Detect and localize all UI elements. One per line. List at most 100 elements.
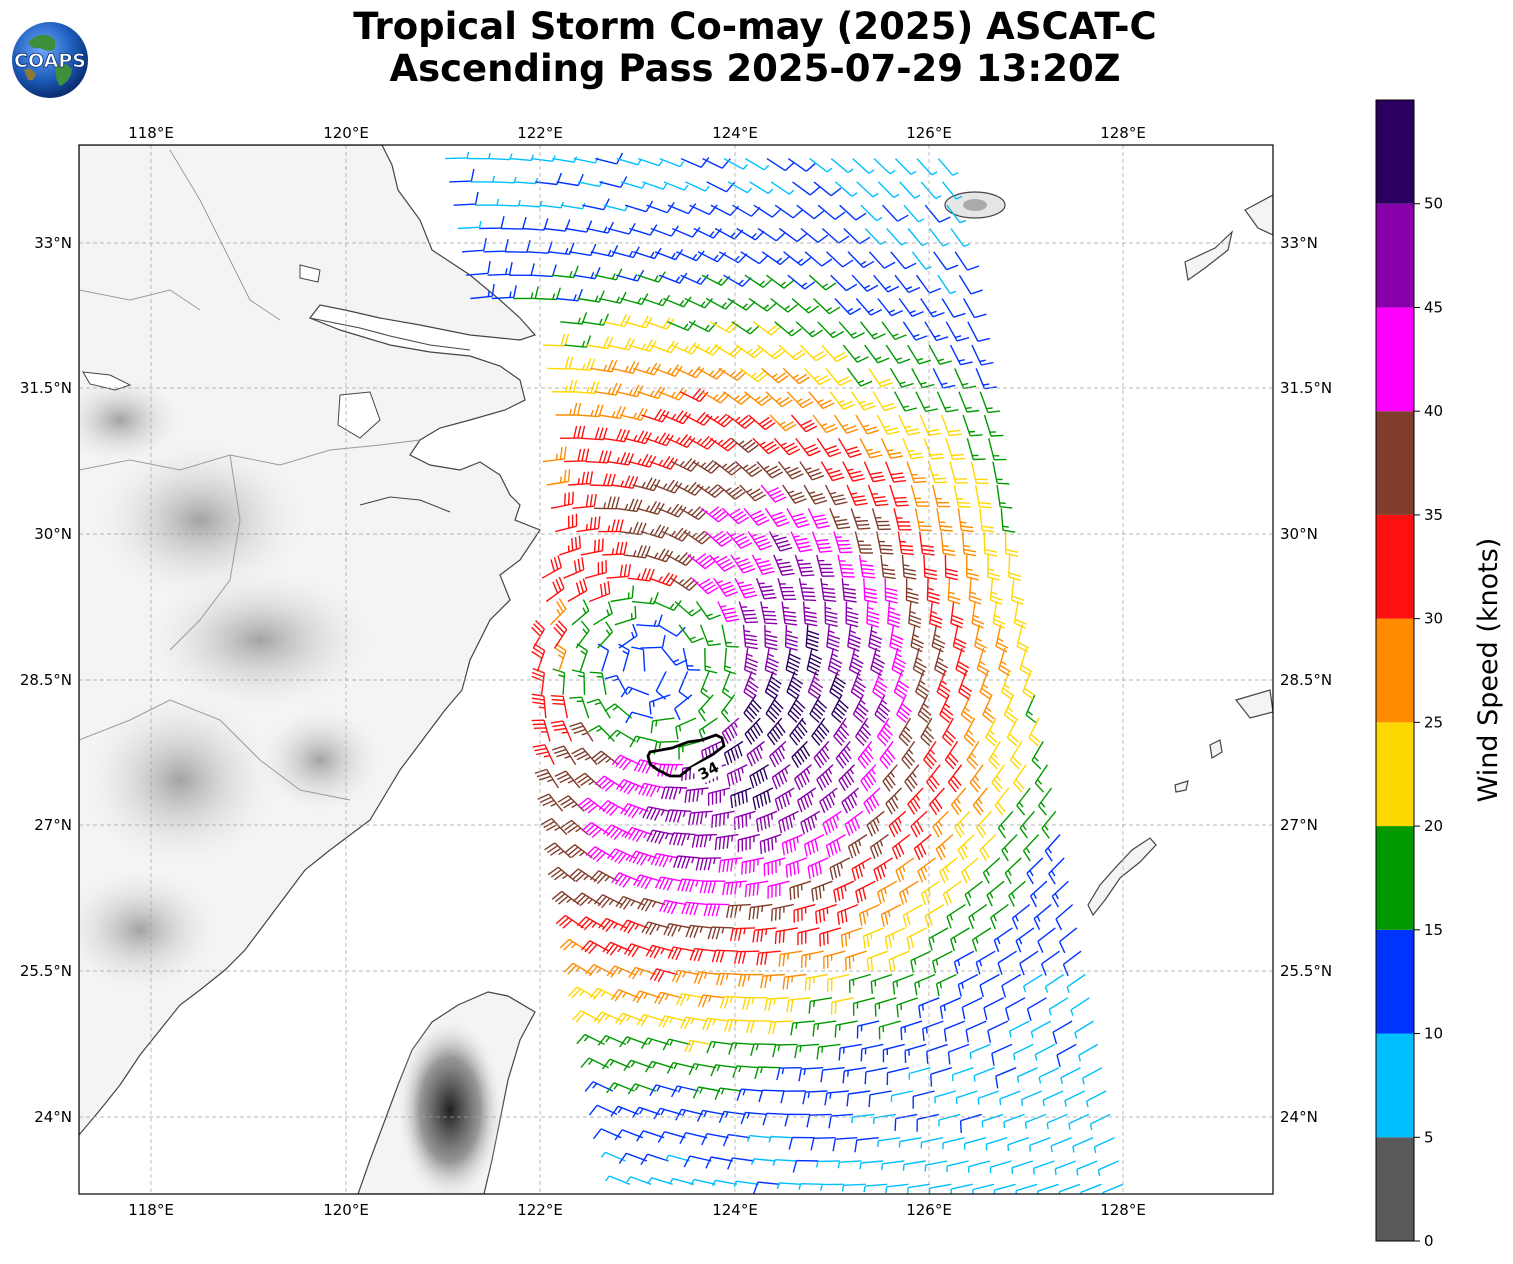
wind-barb bbox=[1050, 1137, 1072, 1153]
wind-barb bbox=[593, 601, 613, 626]
wind-barb bbox=[934, 647, 948, 677]
wind-barb bbox=[474, 198, 500, 206]
wind-barb bbox=[1042, 1090, 1064, 1107]
wind-barb bbox=[744, 880, 769, 898]
wind-barb bbox=[761, 367, 789, 384]
wind-barb bbox=[674, 600, 703, 617]
wind-barb bbox=[866, 950, 889, 972]
lat-label: 24°N bbox=[34, 1108, 72, 1126]
wind-barb bbox=[961, 531, 977, 557]
wind-barb bbox=[663, 181, 689, 191]
wind-barb bbox=[845, 601, 859, 628]
wind-barb bbox=[866, 601, 880, 628]
wind-barb bbox=[590, 359, 618, 373]
wind-barb bbox=[771, 903, 794, 922]
wind-barb bbox=[944, 554, 958, 581]
wind-barb bbox=[733, 950, 760, 964]
wind-barb bbox=[967, 321, 991, 342]
map-frame bbox=[78, 144, 1274, 1195]
wind-barb bbox=[580, 940, 610, 955]
wind-barb bbox=[812, 414, 838, 434]
wind-barb bbox=[623, 544, 651, 559]
wind-barb bbox=[695, 857, 722, 871]
wind-barb bbox=[661, 647, 688, 666]
wind-barb bbox=[718, 857, 743, 873]
wind-barb bbox=[846, 367, 873, 387]
wind-barb bbox=[850, 508, 871, 530]
wind-barb bbox=[730, 554, 756, 574]
wind-barb bbox=[969, 764, 984, 793]
wind-barb bbox=[534, 287, 561, 301]
wind-barb bbox=[966, 438, 986, 461]
wind-barb bbox=[667, 946, 696, 961]
wind-barb bbox=[975, 484, 992, 509]
lon-label: 118°E bbox=[128, 1201, 174, 1219]
wind-barb bbox=[770, 181, 795, 195]
wind-barb bbox=[907, 787, 924, 815]
wind-barb bbox=[988, 438, 1007, 461]
colorbar-bin bbox=[1376, 100, 1414, 204]
wind-barb bbox=[846, 484, 868, 506]
wind-barb bbox=[743, 694, 762, 723]
wind-barb bbox=[804, 251, 833, 267]
wind-barb bbox=[792, 181, 821, 196]
wind-barb bbox=[721, 624, 739, 648]
wind-barb bbox=[885, 1183, 909, 1194]
wind-barb bbox=[774, 321, 803, 337]
wind-barb bbox=[540, 817, 568, 836]
wind-barb bbox=[788, 1136, 815, 1150]
wind-barb bbox=[594, 775, 624, 792]
wind-barb bbox=[859, 1160, 883, 1170]
wind-barb bbox=[589, 987, 618, 1001]
wind-barb bbox=[934, 1090, 957, 1104]
wind-barb bbox=[929, 601, 943, 629]
lat-label: 30°N bbox=[34, 525, 72, 543]
wind-barb bbox=[736, 227, 765, 241]
colorbar-bin bbox=[1376, 1137, 1414, 1241]
wind-barb bbox=[685, 181, 710, 192]
wind-barb bbox=[949, 344, 973, 366]
wind-barb bbox=[837, 554, 855, 578]
wind-barb bbox=[954, 368, 977, 390]
wind-barb bbox=[912, 647, 927, 677]
wind-barb bbox=[989, 904, 1009, 930]
wind-barb bbox=[664, 809, 692, 823]
colorbar-tick-label: 50 bbox=[1424, 195, 1443, 213]
wind-barb bbox=[752, 321, 781, 336]
colorbar-tick-label: 0 bbox=[1424, 1232, 1434, 1250]
wind-barb bbox=[1060, 1067, 1081, 1084]
wind-barb bbox=[607, 848, 636, 864]
wind-barb bbox=[855, 880, 876, 904]
wind-barb bbox=[684, 787, 709, 803]
wind-barb bbox=[640, 1153, 669, 1166]
wind-barb bbox=[631, 646, 646, 672]
wind-barb bbox=[573, 157, 599, 164]
wind-barb bbox=[796, 787, 817, 813]
wind-barb bbox=[746, 1134, 772, 1142]
wind-barb bbox=[942, 1137, 965, 1150]
wind-barb bbox=[615, 1012, 644, 1026]
wind-barb bbox=[816, 437, 842, 458]
lon-label: 118°E bbox=[128, 124, 174, 142]
wind-barb bbox=[888, 810, 907, 838]
wind-barb bbox=[851, 857, 872, 881]
wind-barb bbox=[885, 787, 902, 815]
wind-barb bbox=[707, 926, 734, 940]
wind-barb bbox=[1003, 694, 1017, 724]
wind-barb bbox=[1031, 741, 1044, 770]
colorbar-tick-label: 40 bbox=[1424, 402, 1443, 420]
wind-barb bbox=[705, 1156, 733, 1169]
wind-barb bbox=[907, 344, 932, 365]
wind-barb bbox=[721, 671, 733, 700]
wind-barb bbox=[1026, 857, 1044, 885]
wind-barb bbox=[1022, 973, 1043, 993]
wind-barb bbox=[555, 402, 582, 416]
wind-barb bbox=[977, 1090, 1000, 1105]
wind-barb bbox=[688, 1063, 717, 1076]
wind-barb bbox=[567, 986, 597, 999]
wind-barb bbox=[873, 274, 900, 293]
wind-barb bbox=[915, 671, 930, 700]
wind-barb bbox=[657, 503, 687, 518]
wind-barb bbox=[828, 1113, 854, 1129]
wind-barb bbox=[701, 391, 730, 404]
